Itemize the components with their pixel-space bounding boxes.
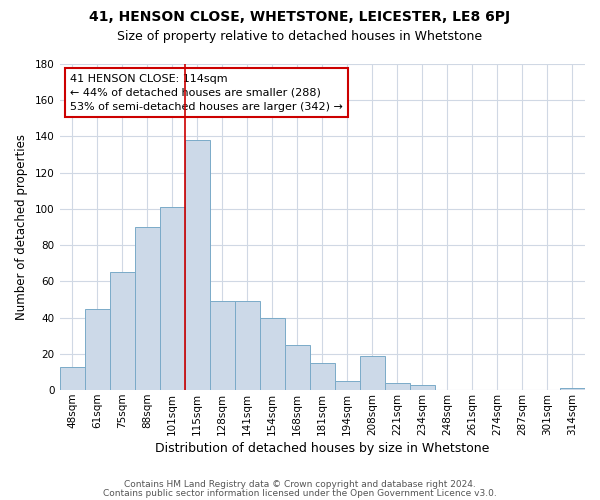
Bar <box>560 388 585 390</box>
Y-axis label: Number of detached properties: Number of detached properties <box>15 134 28 320</box>
Text: Contains HM Land Registry data © Crown copyright and database right 2024.: Contains HM Land Registry data © Crown c… <box>124 480 476 489</box>
Bar <box>260 318 285 390</box>
Bar <box>110 272 134 390</box>
Bar <box>85 308 110 390</box>
X-axis label: Distribution of detached houses by size in Whetstone: Distribution of detached houses by size … <box>155 442 490 455</box>
Bar <box>59 366 85 390</box>
Bar <box>235 302 260 390</box>
Bar <box>185 140 209 390</box>
Bar <box>360 356 385 390</box>
Bar <box>410 384 435 390</box>
Bar <box>385 383 410 390</box>
Bar <box>285 345 310 390</box>
Bar <box>209 302 235 390</box>
Bar <box>160 207 185 390</box>
Text: Size of property relative to detached houses in Whetstone: Size of property relative to detached ho… <box>118 30 482 43</box>
Bar <box>335 381 360 390</box>
Text: 41 HENSON CLOSE: 114sqm
← 44% of detached houses are smaller (288)
53% of semi-d: 41 HENSON CLOSE: 114sqm ← 44% of detache… <box>70 74 343 112</box>
Bar <box>134 227 160 390</box>
Text: Contains public sector information licensed under the Open Government Licence v3: Contains public sector information licen… <box>103 488 497 498</box>
Bar <box>310 363 335 390</box>
Text: 41, HENSON CLOSE, WHETSTONE, LEICESTER, LE8 6PJ: 41, HENSON CLOSE, WHETSTONE, LEICESTER, … <box>89 10 511 24</box>
